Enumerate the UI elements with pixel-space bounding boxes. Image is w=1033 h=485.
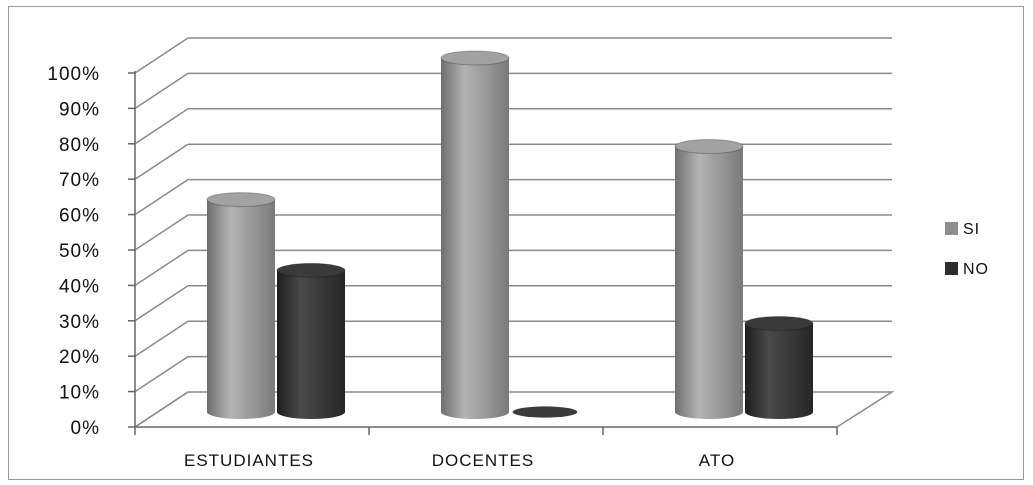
bar-no-docentes	[512, 406, 578, 418]
y-tick-label: 0%	[71, 418, 100, 439]
y-tick-label: 60%	[59, 206, 100, 227]
gridline-side	[134, 285, 189, 322]
legend-swatch-no	[945, 262, 958, 275]
y-tick-label: 90%	[59, 99, 100, 120]
chart-floor	[134, 391, 895, 428]
axis-layer	[128, 71, 838, 435]
bar-body	[675, 146, 743, 419]
bar-top	[206, 192, 276, 208]
y-tick-label: 40%	[59, 276, 100, 297]
y-tick-label: 50%	[59, 241, 100, 262]
legend-label-si: SI	[963, 221, 980, 238]
legend-swatch-si	[945, 222, 958, 235]
y-tick-label: 80%	[59, 135, 100, 156]
bar-body	[207, 199, 275, 419]
grid-layer	[134, 37, 895, 428]
bar-top	[674, 139, 744, 154]
gridline-side	[134, 37, 189, 74]
bar-si-docentes	[440, 50, 510, 419]
gridline-side	[134, 178, 189, 216]
bar-body	[441, 58, 509, 419]
y-tick-label: 20%	[59, 347, 100, 368]
gridline-side	[134, 214, 189, 251]
gridline-side	[134, 355, 189, 393]
x-category-label: DOCENTES	[432, 451, 534, 470]
bar-flat	[512, 406, 578, 418]
bar-si-estudiantes	[206, 192, 276, 419]
bar-body	[745, 323, 813, 419]
legend: SI NO	[945, 221, 989, 278]
bar-no-ato	[744, 316, 814, 419]
bar-no-estudiantes	[276, 262, 346, 419]
legend-label-no: NO	[963, 261, 989, 278]
y-tick-label: 30%	[59, 312, 100, 333]
bar-si-ato	[674, 139, 744, 419]
gridline-side	[134, 320, 189, 357]
gridline-side	[134, 108, 189, 145]
bars-layer	[206, 50, 814, 419]
gridline-side	[134, 143, 189, 180]
bar-top	[440, 50, 510, 66]
x-category-label: ESTUDIANTES	[184, 451, 314, 470]
y-tick-label: 70%	[59, 170, 100, 191]
y-tick-label: 10%	[59, 383, 100, 404]
y-tick-label: 100%	[47, 64, 100, 85]
bar-top	[276, 262, 346, 278]
chart-frame	[8, 6, 1024, 480]
x-category-label: ATO	[699, 451, 735, 470]
labels-layer: 0% 10% 20% 30% 40% 50% 60% 70% 80% 90% 100% ESTUDIA…	[47, 64, 735, 470]
gridline-side	[134, 72, 189, 110]
bar-body	[277, 270, 345, 419]
bar-top	[744, 316, 814, 331]
gridline-side	[134, 249, 189, 287]
